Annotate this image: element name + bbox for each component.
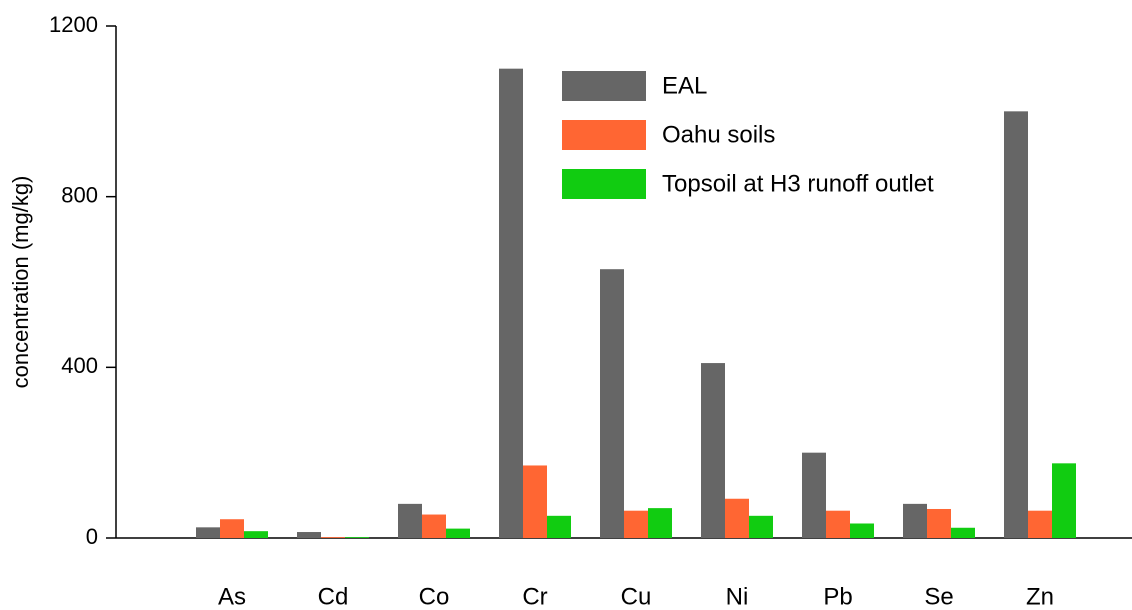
bar xyxy=(1004,111,1028,538)
bar xyxy=(244,531,268,538)
bar xyxy=(523,465,547,538)
bar xyxy=(547,515,571,538)
bar xyxy=(297,532,321,538)
bar xyxy=(927,508,951,538)
bar xyxy=(345,537,369,538)
bar xyxy=(749,515,773,538)
bar xyxy=(499,68,523,539)
bar xyxy=(701,363,725,538)
bar xyxy=(398,503,422,538)
x-tick-label: Pb xyxy=(823,583,852,610)
y-tick-label: 1200 xyxy=(49,12,98,37)
x-tick-label: Cr xyxy=(522,583,547,610)
bar xyxy=(220,519,244,538)
x-tick-label: Cd xyxy=(318,583,349,610)
bar xyxy=(600,269,624,538)
bar xyxy=(850,523,874,538)
bar xyxy=(624,510,648,538)
bar xyxy=(826,510,850,538)
x-tick-label: Zn xyxy=(1026,583,1054,610)
x-tick-label: Ni xyxy=(726,583,749,610)
legend-label: EAL xyxy=(662,72,707,99)
bar xyxy=(725,498,749,538)
bar xyxy=(648,508,672,538)
bar xyxy=(446,528,470,538)
y-tick-label: 800 xyxy=(61,182,98,207)
y-axis-label: concentration (mg/kg) xyxy=(8,176,33,389)
bar xyxy=(1028,510,1052,538)
x-tick-label: Cu xyxy=(621,583,652,610)
bar xyxy=(951,527,975,538)
legend-swatch xyxy=(562,120,646,150)
legend-swatch xyxy=(562,71,646,101)
bar xyxy=(802,452,826,538)
bar xyxy=(422,514,446,538)
bar xyxy=(196,527,220,538)
y-tick-label: 0 xyxy=(86,524,98,549)
x-tick-label: As xyxy=(218,583,246,610)
bar xyxy=(321,537,345,538)
y-tick-label: 400 xyxy=(61,353,98,378)
legend-label: Topsoil at H3 runoff outlet xyxy=(662,170,934,197)
bar xyxy=(903,503,927,538)
legend-swatch xyxy=(562,169,646,199)
x-tick-label: Se xyxy=(924,583,953,610)
x-tick-label: Co xyxy=(419,583,450,610)
bar xyxy=(1052,463,1076,538)
legend-label: Oahu soils xyxy=(662,121,775,148)
